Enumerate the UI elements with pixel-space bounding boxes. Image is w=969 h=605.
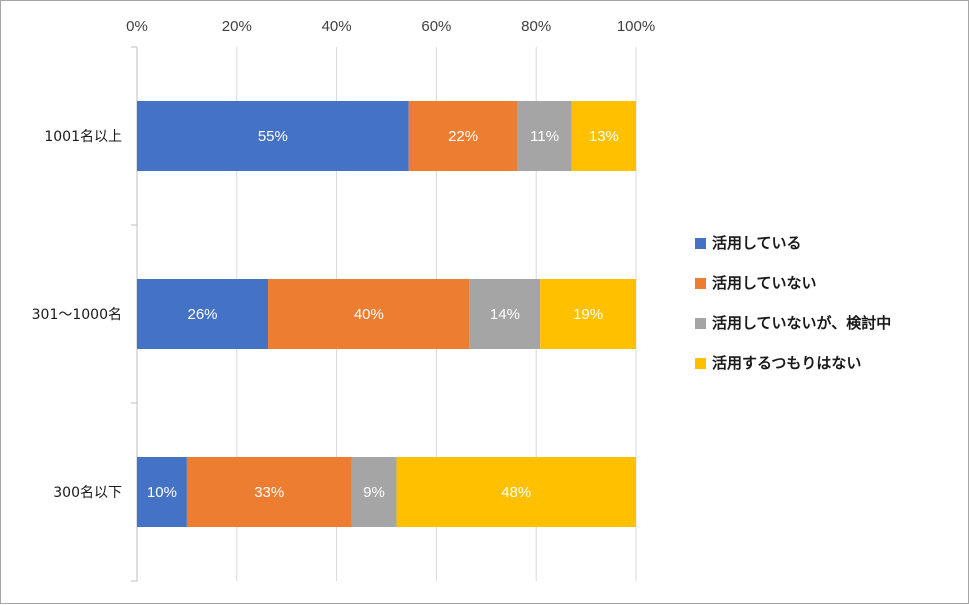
bar-segment (137, 279, 269, 349)
bar-segment (351, 457, 397, 527)
x-tick-labels: 0% 20% 40% 60% 80% 100% (126, 18, 655, 35)
bar-segment (517, 101, 572, 171)
x-tick-label: 40% (322, 18, 352, 35)
x-tick-label: 80% (521, 18, 551, 35)
legend-swatch (695, 358, 706, 369)
legend-swatch (695, 238, 706, 249)
bar-segment (408, 101, 518, 171)
bar-segment (540, 279, 636, 349)
data-label: 10% (147, 484, 177, 501)
data-label: 22% (448, 128, 478, 145)
data-label: 9% (363, 484, 385, 501)
data-label: 26% (188, 306, 218, 323)
x-tick-label: 60% (421, 18, 451, 35)
category-label: 300名以下 (53, 485, 122, 501)
legend-label: 活用している (712, 234, 802, 252)
legend-label: 活用するつもりはない (712, 354, 861, 372)
category-axis (131, 46, 138, 582)
legend-swatch (695, 278, 706, 289)
bar-segment (571, 101, 636, 171)
data-label: 13% (589, 128, 619, 145)
data-label: 40% (354, 306, 384, 323)
category-label: 1001名以上 (44, 129, 122, 145)
bars (137, 101, 636, 527)
data-label: 48% (501, 484, 531, 501)
data-label: 14% (490, 306, 520, 323)
data-labels: 55% 22% 11% 13% 26% 40% 14% 19% 10% 33% 9% 48% (147, 128, 619, 501)
x-tick-label: 100% (617, 18, 655, 35)
data-label: 19% (573, 306, 603, 323)
legend-label: 活用していないが、検討中 (712, 314, 891, 332)
bar-segment (469, 279, 541, 349)
x-tick-label: 0% (126, 18, 148, 35)
data-label: 11% (530, 128, 559, 145)
category-label: 301～1000名 (32, 307, 122, 323)
legend-swatch (695, 318, 706, 329)
bar-segment (396, 457, 636, 527)
x-tick-label: 20% (222, 18, 252, 35)
bar-segment (268, 279, 470, 349)
bar-segment (137, 101, 409, 171)
bar-segment (186, 457, 352, 527)
bar-segment (137, 457, 187, 527)
data-label: 55% (258, 128, 288, 145)
data-label: 33% (254, 484, 284, 501)
legend-label: 活用していない (712, 274, 817, 292)
category-labels: 1001名以上 301～1000名 300名以下 (32, 129, 122, 501)
